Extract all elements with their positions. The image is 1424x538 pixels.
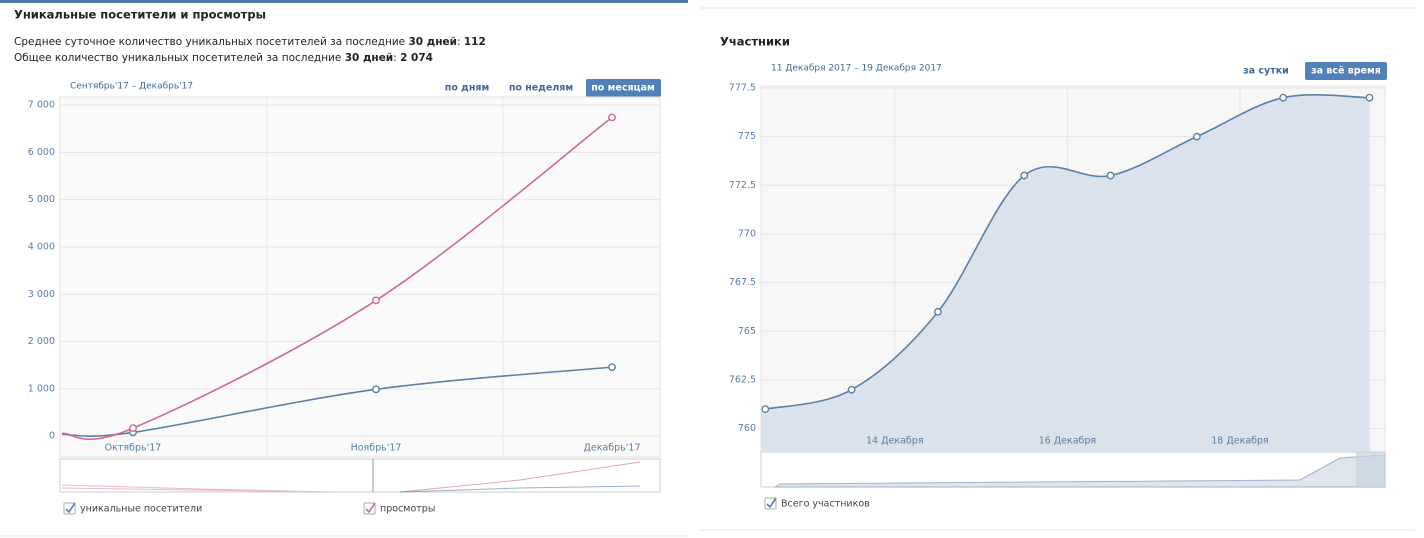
x-tick-label: Декабрь'17 <box>583 443 640 454</box>
y-tick-label: 4 000 <box>28 241 55 252</box>
y-tick-label: 5 000 <box>28 194 55 205</box>
y-tick-label: 777.5 <box>729 82 756 93</box>
point <box>372 385 380 394</box>
point <box>608 113 616 122</box>
point <box>1192 132 1201 141</box>
legend-check <box>65 502 76 514</box>
point <box>1020 171 1029 180</box>
y-tick-label: 760 <box>738 423 756 434</box>
point <box>934 307 942 316</box>
x-tick-label: Ноябрь'17 <box>351 443 402 454</box>
y-tick-label: 6 000 <box>28 147 55 158</box>
y-tick-label: 7 000 <box>28 100 55 111</box>
button[interactable]: по дням <box>445 83 490 94</box>
series-line <box>765 94 1370 410</box>
x-tick-label: 16 Декабря <box>1039 436 1097 447</box>
y-tick-label: 1 000 <box>28 383 55 394</box>
series-line <box>61 116 613 441</box>
legend-label: уникальные посетители <box>80 504 202 515</box>
point <box>129 424 137 433</box>
navigator-line <box>61 484 331 493</box>
legend-check <box>766 497 777 509</box>
navigator-line <box>399 461 641 493</box>
y-tick-label: 3 000 <box>28 289 55 300</box>
y-tick-label: 762.5 <box>729 374 756 385</box>
navigator-window <box>1356 452 1385 487</box>
x-tick-label: 18 Декабря <box>1211 436 1269 447</box>
button[interactable]: за сутки <box>1243 66 1289 77</box>
button-active[interactable] <box>1305 62 1387 80</box>
legend-label: просмотры <box>380 504 435 515</box>
legend-check <box>365 502 376 514</box>
panel-title: Участники <box>720 35 790 49</box>
y-tick-label: 2 000 <box>28 336 55 347</box>
point <box>608 363 616 372</box>
y-tick-label: 0 <box>49 431 55 442</box>
period: Сентябрь'17 – Декабрь'17 <box>70 82 193 92</box>
summary-line: Общее количество уникальных посетителей … <box>14 52 433 64</box>
left-chart: 0 1 000 2 000 3 000 4 000 5 000 6 000 7 000 Октя… <box>28 100 660 454</box>
button-active[interactable] <box>586 79 661 97</box>
navigator-line <box>399 485 641 493</box>
legend-label: Всего участников <box>781 499 870 510</box>
point <box>847 385 856 394</box>
plot-area <box>59 96 661 458</box>
period: 11 Декабря 2017 – 19 Декабря 2017 <box>771 64 942 74</box>
y-tick-label: 772.5 <box>729 180 756 191</box>
panel-title: Уникальные посетители и просмотры <box>14 8 266 22</box>
series-line <box>61 366 613 437</box>
y-tick-label: 775 <box>738 131 756 142</box>
series-area <box>761 94 1370 452</box>
y-tick-label: 767.5 <box>729 277 756 288</box>
x-tick-label: 14 Декабря <box>866 436 924 447</box>
point <box>372 296 380 305</box>
right-chart: 760 762.5 765 767.5 770 772.5 775 777.5 14 Декаб… <box>729 82 1385 452</box>
point <box>761 405 770 414</box>
point <box>1279 93 1288 102</box>
y-tick-label: 765 <box>738 326 756 337</box>
button[interactable]: по неделям <box>509 83 573 94</box>
point <box>1106 171 1115 180</box>
x-tick-label: Октябрь'17 <box>105 443 162 454</box>
button[interactable]: по месяцам <box>591 83 655 94</box>
y-tick-label: 770 <box>738 228 756 239</box>
navigator <box>59 458 661 493</box>
point <box>1365 93 1374 102</box>
button[interactable]: за всё время <box>1311 66 1381 77</box>
panel-bar <box>0 0 688 3</box>
summary-line: Среднее суточное количество уникальных п… <box>14 36 486 48</box>
